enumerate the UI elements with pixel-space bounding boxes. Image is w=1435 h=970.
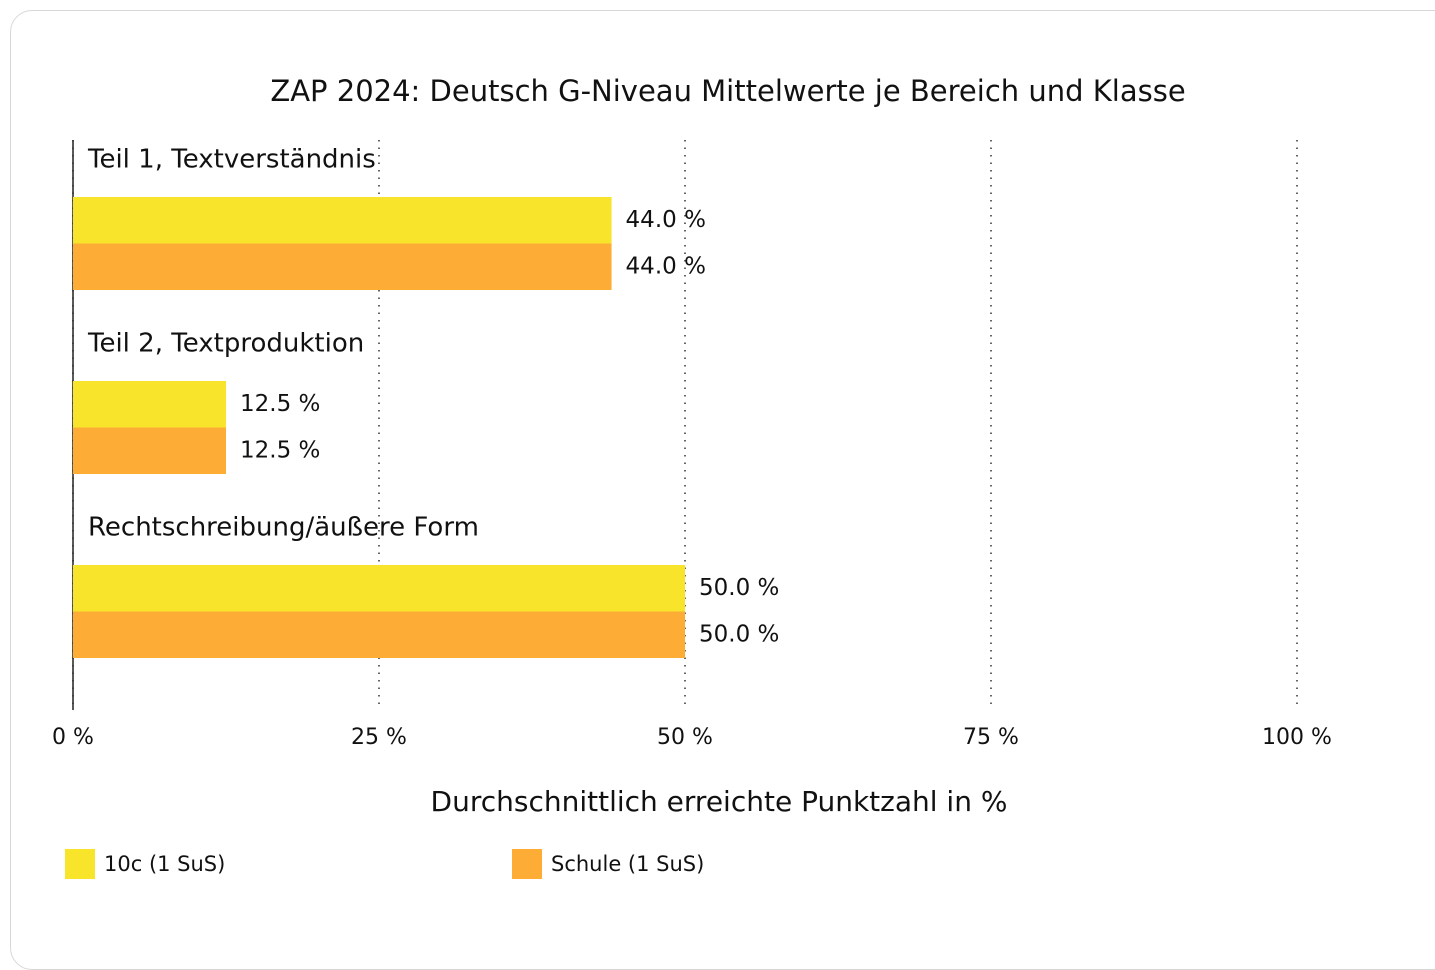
value-label: 50.0 % [699, 621, 779, 647]
legend-label: 10c (1 SuS) [104, 852, 225, 876]
bar [73, 381, 226, 428]
value-label: 50.0 % [699, 575, 779, 601]
bar [73, 243, 612, 290]
category-label: Teil 1, Textverständnis [87, 145, 376, 175]
chart: ZAP 2024: Deutsch G-Niveau Mittelwerte j… [52, 74, 1332, 879]
category-label: Teil 2, Textproduktion [87, 329, 364, 359]
category-label: Rechtschreibung/äußere Form [88, 513, 479, 543]
x-axis-title: Durchschnittlich erreichte Punktzahl in … [431, 785, 1008, 818]
page: ZAP 2024: Deutsch G-Niveau Mittelwerte j… [10, 10, 1435, 970]
bar [73, 197, 612, 244]
value-label: 12.5 % [240, 391, 320, 417]
x-tick-label: 25 % [351, 725, 407, 750]
x-tick-label: 0 % [52, 725, 94, 750]
legend-swatch [65, 849, 95, 879]
x-tick-label: 100 % [1262, 725, 1332, 750]
bar [73, 565, 685, 612]
chart-title: ZAP 2024: Deutsch G-Niveau Mittelwerte j… [270, 74, 1185, 108]
bar [73, 611, 685, 658]
value-label: 12.5 % [240, 437, 320, 463]
bar [73, 427, 226, 474]
legend-label: Schule (1 SuS) [551, 852, 704, 876]
x-tick-label: 50 % [657, 725, 713, 750]
value-label: 44.0 % [626, 207, 706, 233]
value-label: 44.0 % [626, 253, 706, 279]
x-tick-label: 75 % [963, 725, 1019, 750]
legend-swatch [512, 849, 542, 879]
